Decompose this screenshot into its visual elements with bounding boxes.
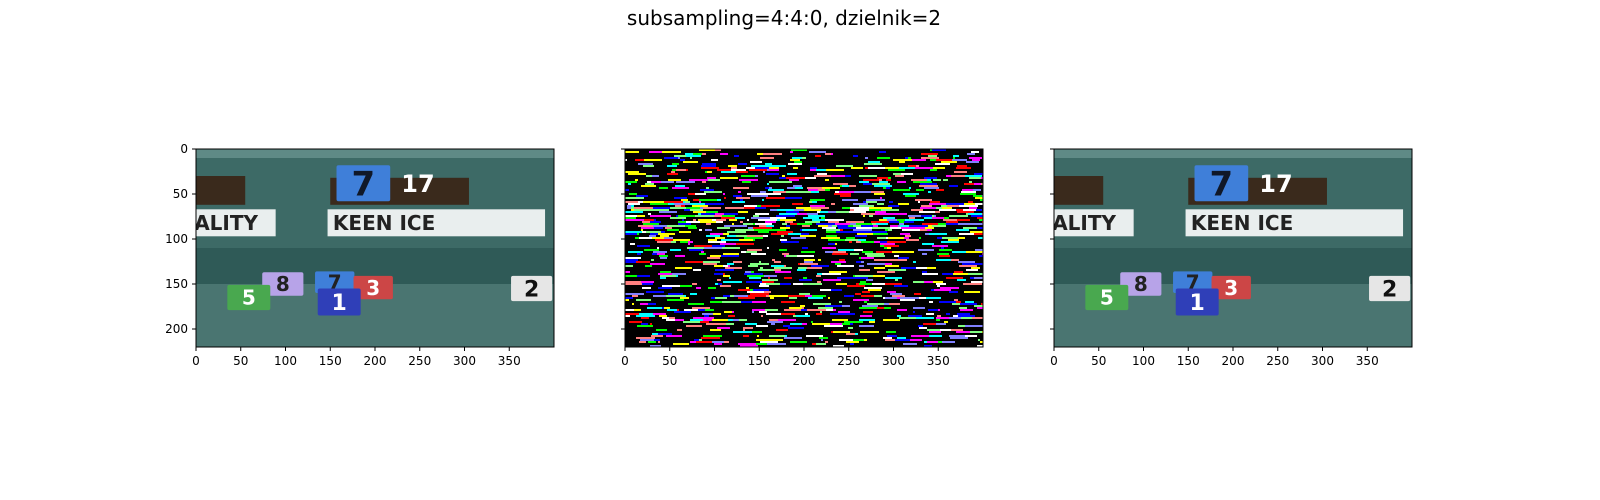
box-5-label: 5: [242, 286, 256, 310]
top-band: [196, 149, 554, 158]
y-tick-label: 0: [180, 142, 188, 156]
banner-text-left: ALITY: [194, 211, 258, 235]
x-tick-label: 350: [498, 354, 521, 368]
score-17: 17: [1259, 170, 1292, 198]
box-8-box: [1120, 272, 1162, 296]
box-3-box: [1211, 275, 1251, 300]
box-5-box: [227, 284, 271, 311]
y-tick-label: 50: [173, 187, 188, 201]
box-7-top-label: 7: [352, 164, 376, 204]
box-1-label: 1: [332, 291, 347, 316]
box-7-top-box: [336, 165, 391, 202]
box-7-top-label: 7: [1210, 164, 1234, 204]
box-5-label: 5: [1100, 286, 1114, 310]
x-tick-label: 250: [408, 354, 431, 368]
x-tick-label: 150: [1177, 354, 1200, 368]
banner-text-left: ALITY: [1052, 211, 1116, 235]
box-2-box: [1369, 275, 1411, 302]
figure-title: subsampling=4:4:0, dzielnik=2: [627, 6, 941, 30]
banner-left: [1054, 209, 1134, 237]
box-7-small-box: [315, 271, 355, 293]
x-tick-label: 350: [927, 354, 950, 368]
banner-mid: [1185, 209, 1404, 237]
box-2-label: 2: [524, 277, 539, 302]
box-3-box: [353, 275, 393, 300]
x-tick-label: 200: [1222, 354, 1245, 368]
box-5-box: [1085, 284, 1129, 311]
box-8-label: 8: [1134, 272, 1148, 296]
x-tick-label: 150: [748, 354, 771, 368]
box-2-box: [511, 275, 553, 302]
x-tick-label: 150: [319, 354, 342, 368]
x-tick-label: 0: [621, 354, 629, 368]
x-tick-label: 100: [274, 354, 297, 368]
box-7-small-label: 7: [328, 270, 342, 294]
banner-text-mid: KEEN ICE: [1191, 211, 1293, 235]
x-tick-label: 250: [837, 354, 860, 368]
banner-mid: [327, 209, 546, 237]
x-tick-label: 350: [1356, 354, 1379, 368]
x-tick-label: 300: [453, 354, 476, 368]
x-tick-label: 50: [233, 354, 248, 368]
brown-bar-left: [1054, 176, 1104, 205]
box-3-label: 3: [366, 276, 380, 300]
score-17: 17: [401, 170, 434, 198]
noise-content: [625, 149, 983, 347]
banner-text-mid: KEEN ICE: [333, 211, 435, 235]
x-tick-label: 250: [1266, 354, 1289, 368]
panel-middle: 0 50 100 150 200 250 300 350: [621, 148, 984, 368]
x-tick-label: 100: [703, 354, 726, 368]
box-7-top-box: [1194, 165, 1249, 202]
box-1-box: [1175, 288, 1219, 316]
box-8-box: [262, 272, 304, 296]
top-band: [1054, 149, 1412, 158]
x-tick-label: 200: [364, 354, 387, 368]
x-tick-label: 0: [192, 354, 200, 368]
y-tick-label: 200: [165, 322, 188, 336]
x-tick-label: 50: [662, 354, 677, 368]
box-1-box: [317, 288, 361, 316]
box-2-label: 2: [1382, 277, 1397, 302]
box-8-label: 8: [276, 272, 290, 296]
y-tick-label: 100: [165, 232, 188, 246]
x-tick-label: 100: [1132, 354, 1155, 368]
box-7-small-label: 7: [1186, 270, 1200, 294]
x-tick-label: 300: [882, 354, 905, 368]
x-tick-label: 200: [793, 354, 816, 368]
x-tick-label: 0: [1050, 354, 1058, 368]
y-tick-label: 150: [165, 277, 188, 291]
box-7-small-box: [1173, 271, 1213, 293]
brown-bar-left: [196, 176, 246, 205]
box-1-label: 1: [1190, 291, 1205, 316]
x-tick-label: 300: [1311, 354, 1334, 368]
box-3-label: 3: [1224, 276, 1238, 300]
banner-left: [196, 209, 276, 237]
x-tick-label: 50: [1091, 354, 1106, 368]
